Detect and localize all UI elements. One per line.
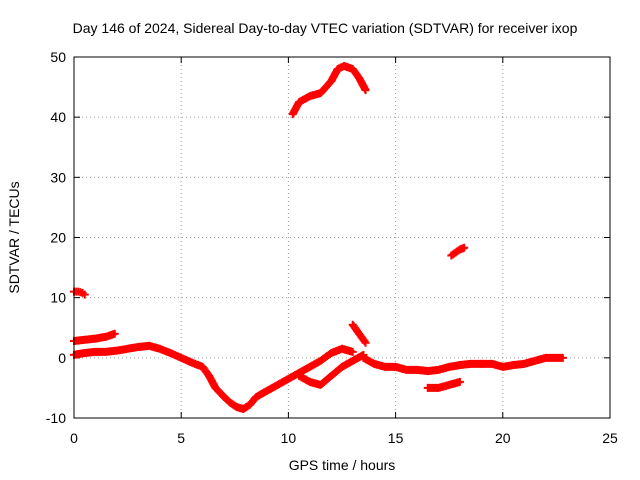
grid-lines [74, 57, 610, 418]
data-trace-segment [358, 334, 369, 346]
data-trace-segment [317, 78, 335, 96]
data-trace-segment [354, 328, 365, 340]
data-point [80, 290, 89, 299]
y-axis-label: SDTVAR / TECUs [6, 181, 22, 293]
data-trace-segment [328, 363, 345, 379]
series-arc-early-high [70, 287, 89, 299]
y-tick-label: 10 [50, 290, 66, 306]
data-point [455, 377, 464, 386]
data-points [70, 62, 567, 413]
data-point [348, 347, 357, 356]
series-arc-short-rise [348, 320, 370, 347]
y-tick-label: 0 [58, 350, 66, 366]
data-trace-segment [335, 62, 347, 73]
data-trace-segment [221, 394, 234, 406]
data-trace-segment [246, 394, 260, 408]
y-tick-label: 20 [50, 230, 66, 246]
plot-frame [73, 56, 611, 419]
x-axis-label: GPS time / hours [289, 457, 396, 473]
y-tick-label: -10 [46, 410, 66, 426]
x-tick-label: 0 [70, 430, 78, 446]
series-arc-early-upper [70, 329, 119, 345]
data-point [558, 353, 567, 362]
y-tick-label: 50 [50, 49, 66, 65]
series-arc-main-low [70, 341, 357, 413]
data-trace-segment [453, 246, 463, 256]
x-tick-label: 10 [281, 430, 297, 446]
series-arc-late-main [359, 353, 567, 376]
data-trace-segment [457, 244, 467, 253]
data-point [361, 338, 370, 347]
data-point [361, 86, 370, 95]
series-arc-tall [288, 62, 370, 119]
data-point [460, 243, 469, 252]
x-tick-label: 25 [602, 430, 618, 446]
y-tick-label: 40 [50, 109, 66, 125]
data-trace-segment [349, 322, 360, 334]
x-tick-label: 20 [495, 430, 511, 446]
data-trace-segment [212, 385, 228, 400]
y-tick-label: 30 [50, 169, 66, 185]
series-arc-late-low [423, 377, 464, 392]
series-arc-late-high [447, 243, 469, 260]
chart-title: Day 146 of 2024, Sidereal Day-to-day VTE… [73, 20, 578, 36]
x-tick-label: 15 [388, 430, 404, 446]
data-trace-segment [448, 249, 459, 259]
x-tick-label: 5 [177, 430, 185, 446]
data-trace-segment [317, 372, 335, 388]
data-point [110, 329, 119, 338]
